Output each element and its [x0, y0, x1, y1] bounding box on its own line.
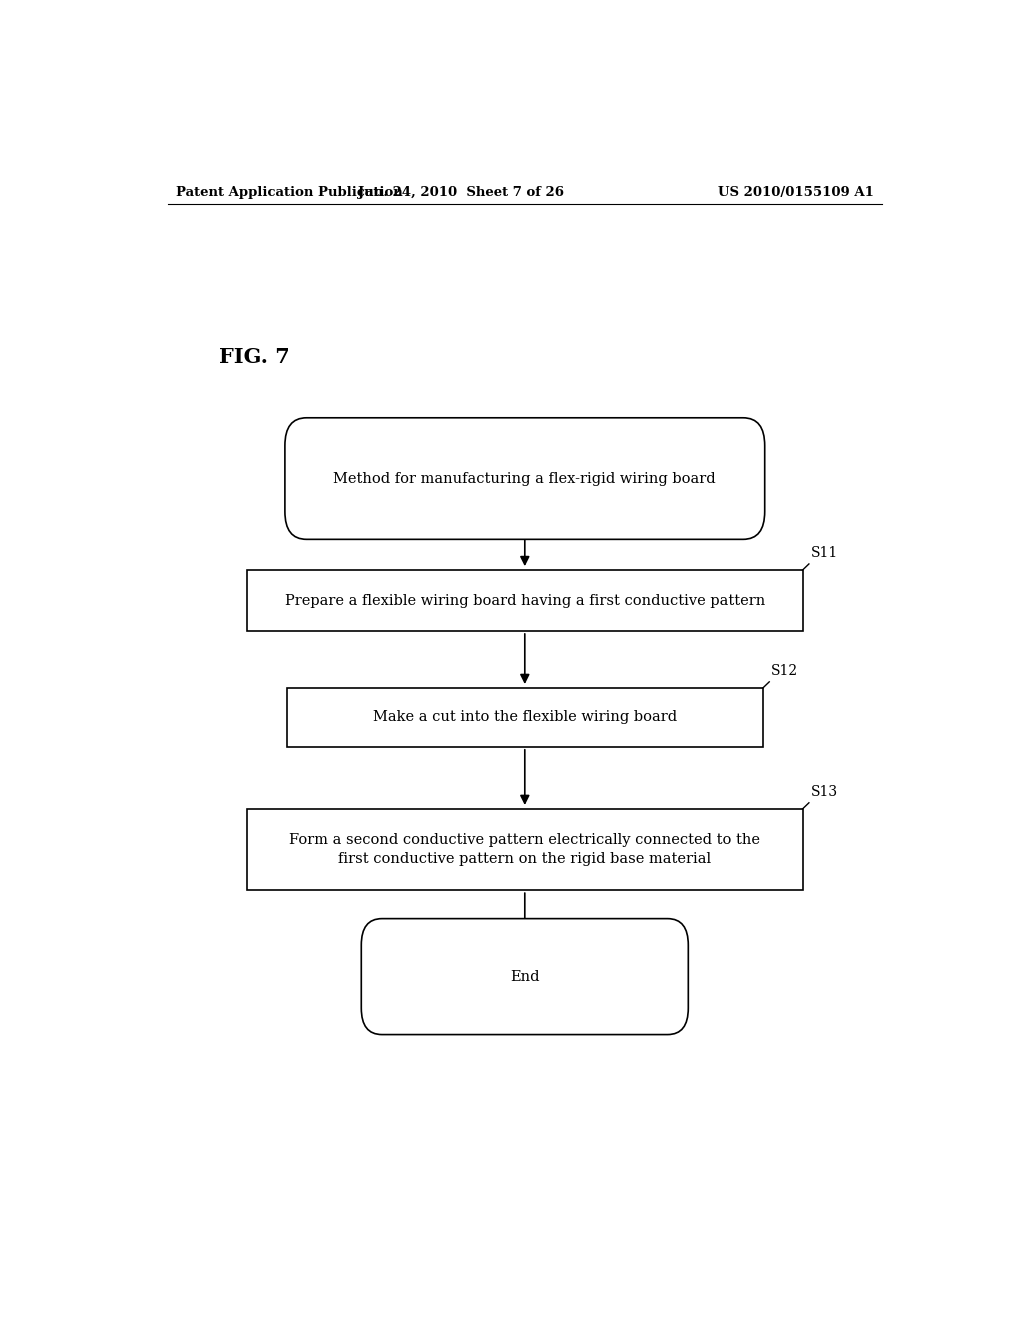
Text: Form a second conductive pattern electrically connected to the
first conductive : Form a second conductive pattern electri… [290, 833, 760, 866]
Text: S13: S13 [811, 784, 838, 799]
Bar [247, 570, 803, 631]
Text: S12: S12 [771, 664, 798, 677]
Text: FIG. 7: FIG. 7 [219, 347, 290, 367]
Text: Prepare a flexible wiring board having a first conductive pattern: Prepare a flexible wiring board having a… [285, 594, 765, 607]
FancyBboxPatch shape [285, 418, 765, 540]
Text: Jun. 24, 2010  Sheet 7 of 26: Jun. 24, 2010 Sheet 7 of 26 [358, 186, 564, 199]
Text: Make a cut into the flexible wiring board: Make a cut into the flexible wiring boar… [373, 710, 677, 725]
FancyBboxPatch shape [361, 919, 688, 1035]
Bar [287, 688, 763, 747]
Bar [247, 809, 803, 890]
Text: End: End [510, 970, 540, 983]
Text: Method for manufacturing a flex-rigid wiring board: Method for manufacturing a flex-rigid wi… [334, 471, 716, 486]
Text: Patent Application Publication: Patent Application Publication [176, 186, 402, 199]
Text: US 2010/0155109 A1: US 2010/0155109 A1 [718, 186, 873, 199]
Text: S11: S11 [811, 546, 838, 560]
